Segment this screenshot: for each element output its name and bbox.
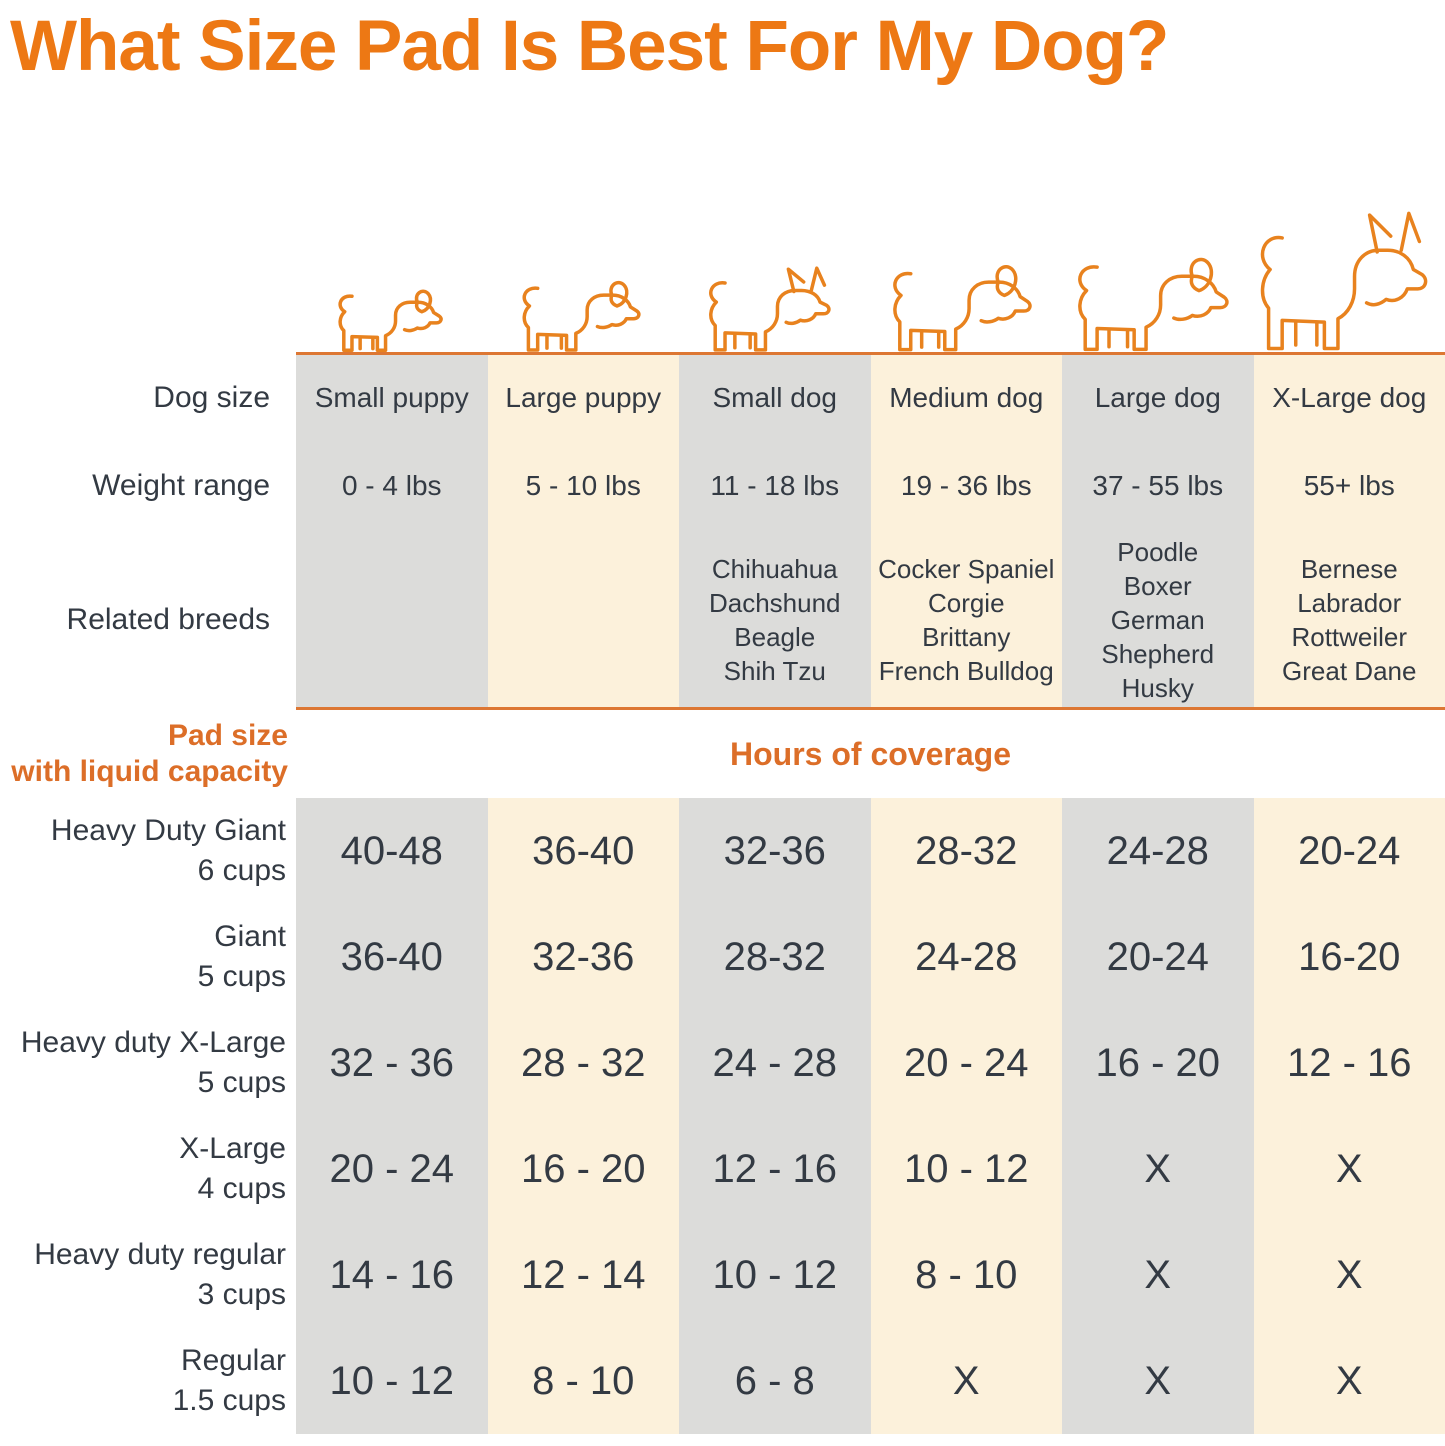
hours-header-band: Pad size with liquid capacity Hours of c… xyxy=(0,710,1445,798)
hours-cell: 12 - 14 xyxy=(487,1222,679,1328)
column-header: Large dog xyxy=(1062,355,1254,440)
hours-cell: 28-32 xyxy=(679,904,871,1010)
small-puppy-icon xyxy=(338,289,443,352)
breeds-cell: Chihuahua Dachshund Beagle Shih Tzu xyxy=(679,532,871,707)
hours-of-coverage-table: Heavy Duty Giant 6 cups 40-48 36-40 32-3… xyxy=(0,798,1445,1434)
dog-info-table: Dog size Small puppy Large puppy Small d… xyxy=(0,355,1445,707)
breeds-cell: Cocker Spaniel Corgie Brittany French Bu… xyxy=(870,532,1062,707)
weight-cell: 11 - 18 lbs xyxy=(679,440,871,532)
pad-row-label: Heavy Duty Giant 6 cups xyxy=(50,814,286,887)
ground-line xyxy=(296,352,1445,355)
hours-cell: X xyxy=(1253,1116,1445,1222)
hours-cell: 32-36 xyxy=(679,798,871,904)
large-puppy-icon xyxy=(522,280,641,352)
weight-cell: 5 - 10 lbs xyxy=(487,440,679,532)
row-label-related-breeds: Related breeds xyxy=(66,602,270,636)
hours-cell: X xyxy=(1253,1328,1445,1434)
hours-cell: X xyxy=(1062,1328,1254,1434)
pad-row-label: Giant 5 cups xyxy=(197,920,286,993)
hours-cell: X xyxy=(1253,1222,1445,1328)
hours-cell: 28 - 32 xyxy=(487,1010,679,1116)
hours-cell: X xyxy=(870,1328,1062,1434)
pad-row-label: Heavy duty X-Large 5 cups xyxy=(20,1026,286,1099)
hours-cell: 36-40 xyxy=(296,904,488,1010)
pad-size-label: Pad size with liquid capacity xyxy=(11,719,288,788)
hours-cell: 24-28 xyxy=(870,904,1062,1010)
column-header: Medium dog xyxy=(870,355,1062,440)
hours-cell: X xyxy=(1062,1222,1254,1328)
hours-cell: 32 - 36 xyxy=(296,1010,488,1116)
hours-cell: 16 - 20 xyxy=(487,1116,679,1222)
hours-of-coverage-header: Hours of coverage xyxy=(730,735,1011,772)
column-header: Large puppy xyxy=(487,355,679,440)
small-dog-icon xyxy=(709,266,832,352)
column-header: X-Large dog xyxy=(1253,355,1445,440)
hours-cell: 6 - 8 xyxy=(679,1328,871,1434)
hours-cell: 20 - 24 xyxy=(870,1010,1062,1116)
hours-cell: 20 - 24 xyxy=(296,1116,488,1222)
pad-row-label: Regular 1.5 cups xyxy=(172,1344,286,1417)
weight-cell: 55+ lbs xyxy=(1253,440,1445,532)
large-dog-icon xyxy=(1068,224,1240,352)
hours-cell: 20-24 xyxy=(1253,798,1445,904)
hours-cell: 16-20 xyxy=(1253,904,1445,1010)
breeds-cell: Bernese Labrador Rottweiler Great Dane xyxy=(1253,532,1445,707)
weight-cell: 0 - 4 lbs xyxy=(296,440,488,532)
x-large-dog-icon xyxy=(1249,180,1445,352)
column-header: Small puppy xyxy=(296,355,488,440)
row-label-weight-range: Weight range xyxy=(92,469,270,502)
column-header: Small dog xyxy=(679,355,871,440)
hours-cell: 24 - 28 xyxy=(679,1010,871,1116)
page-title: What Size Pad Is Best For My Dog? xyxy=(10,7,1169,86)
weight-cell: 19 - 36 lbs xyxy=(870,440,1062,532)
hours-cell: 24-28 xyxy=(1062,798,1254,904)
hours-cell: 12 - 16 xyxy=(1253,1010,1445,1116)
hours-cell: 40-48 xyxy=(296,798,488,904)
hours-cell: 20-24 xyxy=(1062,904,1254,1010)
hours-cell: 8 - 10 xyxy=(487,1328,679,1434)
pad-row-label: Heavy duty regular 3 cups xyxy=(34,1238,286,1311)
hours-cell: 16 - 20 xyxy=(1062,1010,1254,1116)
hours-cell: 10 - 12 xyxy=(870,1116,1062,1222)
hours-cell: 10 - 12 xyxy=(296,1328,488,1434)
medium-dog-icon xyxy=(884,234,1042,352)
hours-cell: 32-36 xyxy=(487,904,679,1010)
hours-cell: 12 - 16 xyxy=(679,1116,871,1222)
dog-illustrations-row xyxy=(296,120,1445,352)
hours-cell: 8 - 10 xyxy=(870,1222,1062,1328)
pad-row-label: X-Large 4 cups xyxy=(179,1132,286,1205)
breeds-cell xyxy=(296,532,488,707)
hours-cell: X xyxy=(1062,1116,1254,1222)
hours-cell: 28-32 xyxy=(870,798,1062,904)
hours-cell: 10 - 12 xyxy=(679,1222,871,1328)
breeds-cell xyxy=(487,532,679,707)
breeds-cell: Poodle Boxer German Shepherd Husky xyxy=(1062,532,1254,707)
row-label-dog-size: Dog size xyxy=(153,380,270,414)
section-divider-line xyxy=(296,707,1445,710)
weight-cell: 37 - 55 lbs xyxy=(1062,440,1254,532)
hours-cell: 36-40 xyxy=(487,798,679,904)
hours-cell: 14 - 16 xyxy=(296,1222,488,1328)
